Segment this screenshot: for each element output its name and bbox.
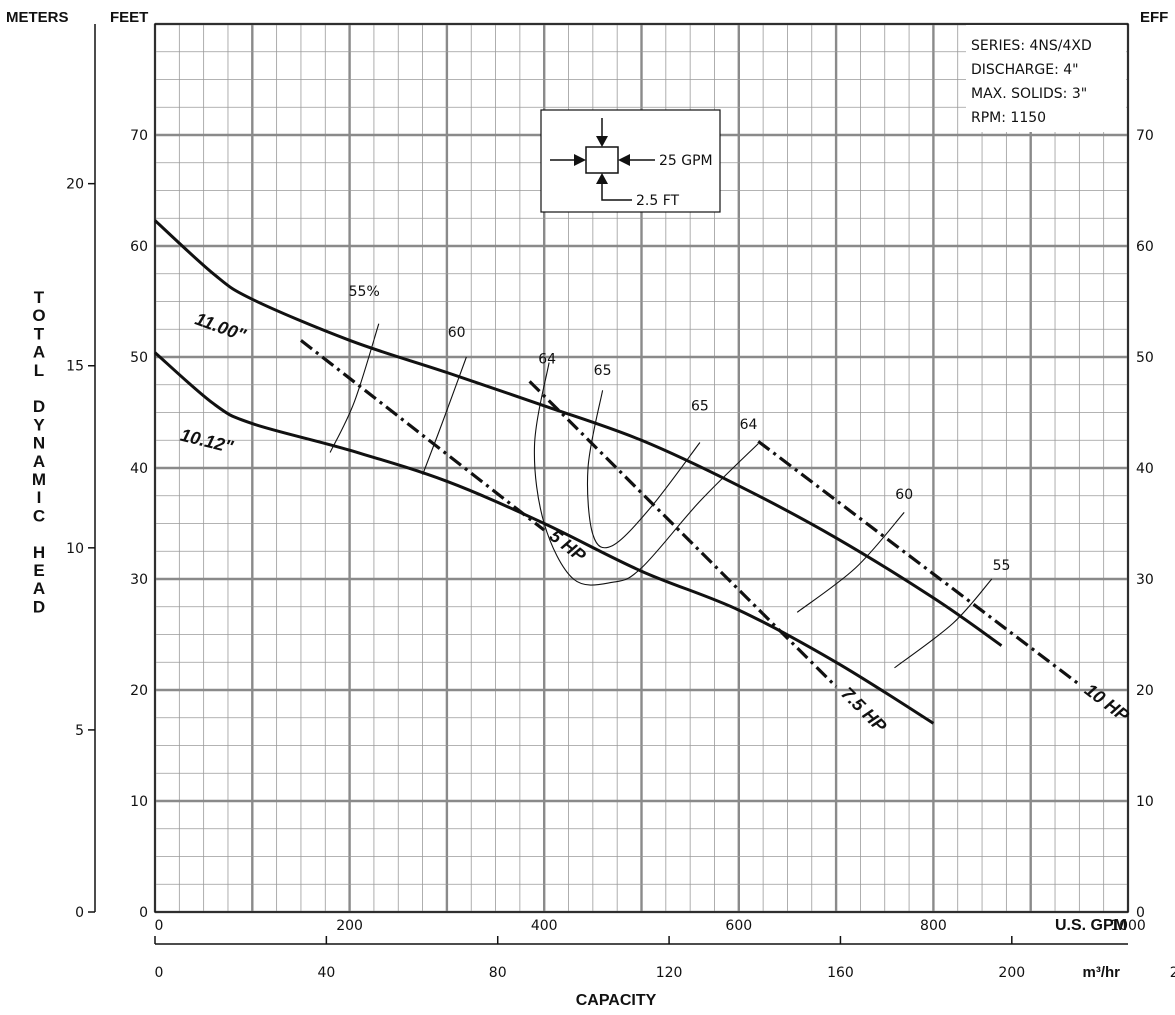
capacity-axis-title: CAPACITY [576, 992, 657, 1009]
gpm-tick-label: 800 [920, 918, 947, 934]
meters-tick-label: 20 [66, 177, 84, 193]
meters-axis-title: METERS [6, 9, 69, 26]
m3hr-tick-label: 80 [489, 965, 507, 981]
arrow-right-icon [574, 154, 586, 166]
impeller-diameter-label: 10.12" [178, 425, 235, 457]
feet-tick-label-right: 30 [1136, 572, 1154, 588]
m3hr-tick-label: 40 [317, 965, 335, 981]
feet-tick-label: 50 [130, 350, 148, 366]
arrow-up-icon [596, 173, 608, 184]
feet-tick-label-right: 50 [1136, 350, 1154, 366]
arrow-down-icon [596, 136, 608, 147]
m3hr-unit-label: m³/hr [1083, 964, 1121, 981]
efficiency-contour [422, 356, 467, 475]
feet-tick-label-right: 40 [1136, 461, 1154, 477]
impeller-curve [153, 219, 1003, 647]
efficiency-label: 60 [448, 325, 466, 341]
grid-scale-inset: 25 GPM 2.5 FT [540, 109, 721, 213]
efficiency-contour [894, 578, 993, 669]
series-info-box: SERIES: 4NS/4XD DISCHARGE: 4" MAX. SOLID… [966, 25, 1126, 132]
gpm-tick-label: 1000 [1110, 918, 1146, 934]
gpm-tick-label: 600 [725, 918, 752, 934]
m3hr-tick-label: 0 [155, 965, 164, 981]
series-text: SERIES: 4NS/4XD [971, 38, 1092, 54]
efficiency-label: 64 [740, 417, 758, 433]
efficiency-label: 65 [594, 363, 612, 379]
feet-tick-label-right: 10 [1136, 794, 1154, 810]
arrow-left-icon [618, 154, 630, 166]
meters-tick-label: 0 [75, 905, 84, 921]
m3hr-tick-label: 240 [1170, 965, 1175, 981]
efficiency-contour [329, 323, 380, 453]
discharge-text: DISCHARGE: 4" [971, 62, 1079, 78]
m3hr-tick-label: 120 [656, 965, 683, 981]
feet-tick-label: 10 [130, 794, 148, 810]
efficiency-label: 64 [538, 352, 556, 368]
efficiency-label: 60 [895, 487, 913, 503]
efficiency-label: 55% [349, 284, 380, 300]
gpm-unit-label: U.S. GPM [1055, 917, 1127, 934]
meters-tick-label: 15 [66, 359, 84, 375]
gpm-tick-label: 200 [336, 918, 363, 934]
efficiency-label: 55 [993, 558, 1011, 574]
chart-grid [153, 22, 1130, 914]
impeller-curves: 11.00" 10.12" [153, 219, 1003, 725]
impeller-diameter-label: 11.00" [193, 309, 249, 346]
m3hr-tick-label: 200 [998, 965, 1025, 981]
hp-label: 10 HP [1081, 680, 1134, 727]
feet-tick-label: 60 [130, 239, 148, 255]
efficiency-contour [533, 362, 759, 586]
max-solids-text: MAX. SOLIDS: 3" [971, 86, 1087, 102]
feet-tick-label: 20 [130, 683, 148, 699]
feet-tick-label-right: 0 [1136, 905, 1145, 921]
eff-axis-title: EFF [1140, 9, 1168, 26]
efficiency-label: 65 [691, 398, 709, 414]
plot-frame [154, 23, 1129, 913]
gpm-tick-label: 400 [531, 918, 558, 934]
feet-tick-label-right: 20 [1136, 683, 1154, 699]
hp-line [757, 440, 1081, 686]
efficiency-contours: 55% 60 64 65 65 64 60 55 [329, 284, 1011, 669]
feet-axis-title: FEET [110, 9, 148, 26]
feet-tick-label-right: 60 [1136, 239, 1154, 255]
meters-tick-label: 10 [66, 541, 84, 557]
feet-tick-label: 70 [130, 128, 148, 144]
hp-line [299, 339, 546, 532]
meters-tick-label: 5 [75, 723, 84, 739]
grid-cell-icon [585, 146, 619, 174]
efficiency-contour [586, 390, 701, 549]
head-scale-label: 2.5 FT [636, 193, 680, 209]
flow-scale-label: 25 GPM [659, 153, 713, 169]
rpm-text: RPM: 1150 [971, 110, 1046, 126]
hp-line [528, 380, 838, 688]
horsepower-lines: 5 HP7.5 HP 10 HP [299, 339, 1134, 737]
m3hr-tick-label: 160 [827, 965, 854, 981]
feet-tick-label: 0 [139, 905, 148, 921]
feet-tick-label: 40 [130, 461, 148, 477]
gpm-tick-label: 0 [155, 918, 164, 934]
feet-tick-label: 30 [130, 572, 148, 588]
feet-tick-label-right: 70 [1136, 128, 1154, 144]
efficiency-contour [796, 512, 905, 613]
